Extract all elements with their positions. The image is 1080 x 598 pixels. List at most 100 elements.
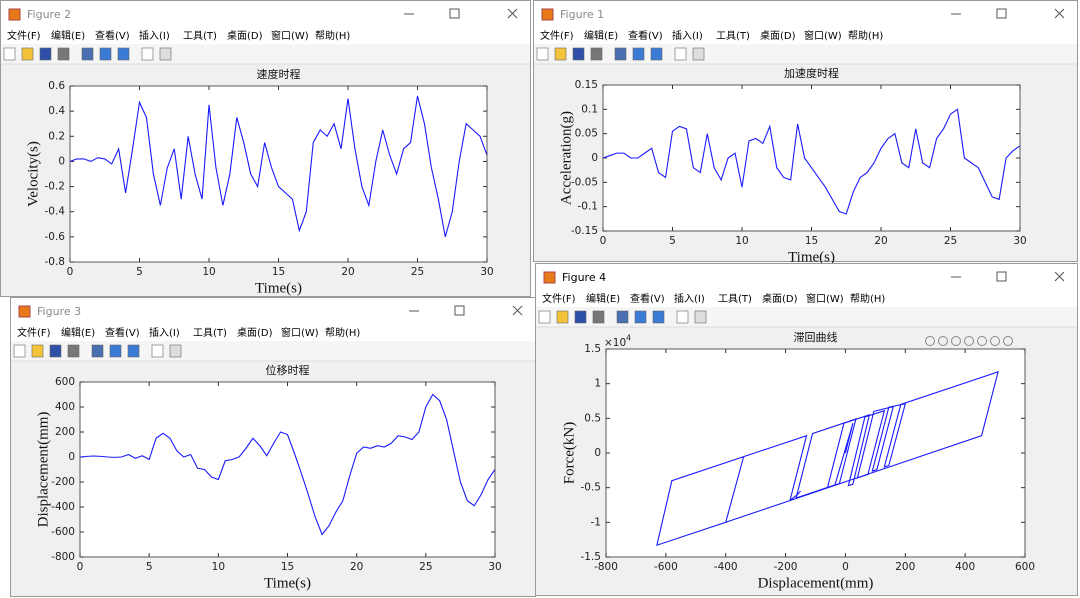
toolbar-button[interactable]	[117, 47, 130, 61]
toolbar-button[interactable]	[159, 47, 172, 61]
menu-item[interactable]: 编辑(E)	[584, 29, 618, 42]
toolbar-button[interactable]	[676, 310, 689, 324]
menu-item[interactable]: 工具(T)	[183, 30, 217, 42]
menu-item[interactable]: 编辑(E)	[586, 292, 620, 305]
menu-item[interactable]: 文件(F)	[542, 292, 576, 305]
close-button[interactable]	[507, 8, 518, 19]
menu-item[interactable]: 查看(V)	[630, 292, 665, 305]
toolbar-button[interactable]	[91, 344, 104, 358]
toolbar	[536, 307, 1077, 327]
toolbar-button[interactable]	[21, 47, 34, 61]
figure-window: Figure 1 文件(F) 编辑(E) 查看(V) 插入(I) 工具(T) 桌面(D) 窗口…	[533, 0, 1078, 265]
menu-item[interactable]: 插入(I)	[674, 292, 705, 305]
axes-toolbar-button[interactable]	[925, 336, 935, 346]
menu-item[interactable]: 查看(V)	[95, 29, 130, 42]
toolbar-button[interactable]	[57, 47, 70, 61]
toolbar-button[interactable]	[67, 344, 80, 358]
x-tick-label: -800	[594, 561, 618, 573]
data-line	[69, 95, 488, 238]
menu-item[interactable]: 工具(T)	[718, 293, 752, 305]
toolbar-button[interactable]	[127, 344, 140, 358]
menu-item[interactable]: 桌面(D)	[762, 292, 798, 305]
menu-item[interactable]: 查看(V)	[628, 29, 663, 42]
window-title: Figure 2	[27, 8, 71, 21]
close-button[interactable]	[512, 305, 523, 316]
toolbar-button[interactable]	[31, 344, 44, 358]
maximize-button[interactable]	[996, 271, 1007, 282]
menu-item[interactable]: 文件(F)	[17, 326, 51, 339]
toolbar-button[interactable]	[614, 47, 627, 61]
menu-item[interactable]: 窗口(W)	[804, 29, 842, 42]
axes-box	[79, 381, 496, 558]
toolbar-button[interactable]	[536, 47, 549, 61]
y-tick-label: 0.5	[584, 412, 601, 424]
x-tick-label: 30	[1013, 235, 1026, 247]
toolbar-button[interactable]	[13, 344, 26, 358]
toolbar-button[interactable]	[574, 310, 587, 324]
menu-item[interactable]: 桌面(D)	[237, 326, 273, 339]
toolbar	[1, 44, 530, 64]
close-button[interactable]	[1054, 8, 1065, 19]
toolbar-button[interactable]	[572, 47, 585, 61]
menu-item[interactable]: 窗口(W)	[281, 326, 319, 339]
menu-item[interactable]: 插入(I)	[139, 29, 170, 42]
axes-toolbar-button[interactable]	[938, 336, 948, 346]
toolbar-button[interactable]	[169, 344, 182, 358]
toolbar-button[interactable]	[692, 47, 705, 61]
toolbar-button[interactable]	[49, 344, 62, 358]
menu-item[interactable]: 工具(T)	[716, 30, 750, 42]
y-tick-label: -0.5	[581, 482, 602, 494]
axes-toolbar-button[interactable]	[977, 336, 987, 346]
x-tick-label: 20	[874, 235, 887, 247]
menu-item[interactable]: 桌面(D)	[760, 29, 796, 42]
toolbar-button[interactable]	[39, 47, 52, 61]
y-tick-label: -0.1	[578, 201, 599, 213]
menu-item[interactable]: 窗口(W)	[806, 292, 844, 305]
maximize-button[interactable]	[996, 8, 1007, 19]
toolbar-button[interactable]	[650, 47, 663, 61]
menu-item[interactable]: 帮助(H)	[850, 292, 885, 305]
close-button[interactable]	[1054, 271, 1065, 282]
toolbar-button[interactable]	[554, 47, 567, 61]
axes-toolbar-button[interactable]	[990, 336, 1000, 346]
x-tick-label: 400	[955, 561, 975, 573]
menu-item[interactable]: 帮助(H)	[848, 29, 883, 42]
menu-item[interactable]: 帮助(H)	[325, 326, 360, 339]
maximize-button[interactable]	[454, 305, 465, 316]
x-axis-label: Time(s)	[255, 280, 302, 296]
menu-item[interactable]: 桌面(D)	[227, 29, 263, 42]
menu-item[interactable]: 文件(F)	[7, 29, 41, 42]
y-tick-label: 0.4	[48, 105, 65, 117]
toolbar-button[interactable]	[616, 310, 629, 324]
toolbar-button[interactable]	[81, 47, 94, 61]
toolbar-button[interactable]	[556, 310, 569, 324]
toolbar-button[interactable]	[674, 47, 687, 61]
toolbar-button[interactable]	[590, 47, 603, 61]
toolbar-button[interactable]	[151, 344, 164, 358]
toolbar-button[interactable]	[634, 310, 647, 324]
toolbar-button[interactable]	[694, 310, 707, 324]
menu-item[interactable]: 插入(I)	[672, 29, 703, 42]
toolbar-button[interactable]	[632, 47, 645, 61]
menu-item[interactable]: 文件(F)	[540, 29, 574, 42]
menu-item[interactable]: 窗口(W)	[271, 29, 309, 42]
maximize-button[interactable]	[449, 8, 460, 19]
toolbar-button[interactable]	[592, 310, 605, 324]
axes-toolbar-button[interactable]	[1003, 336, 1013, 346]
menu-item[interactable]: 工具(T)	[193, 327, 227, 339]
menu-item[interactable]: 插入(I)	[149, 326, 180, 339]
axes-toolbar-button[interactable]	[951, 336, 961, 346]
menu-item[interactable]: 查看(V)	[105, 326, 140, 339]
menu-item[interactable]: 帮助(H)	[315, 29, 350, 42]
toolbar-button[interactable]	[3, 47, 16, 61]
toolbar-button[interactable]	[99, 47, 112, 61]
menu-item[interactable]: 编辑(E)	[61, 326, 95, 339]
toolbar-button[interactable]	[538, 310, 551, 324]
menu-item[interactable]: 编辑(E)	[51, 29, 85, 42]
axes-toolbar-button[interactable]	[964, 336, 974, 346]
toolbar-button[interactable]	[109, 344, 122, 358]
x-tick-label: 10	[202, 266, 215, 278]
toolbar-button[interactable]	[652, 310, 665, 324]
toolbar-button[interactable]	[141, 47, 154, 61]
